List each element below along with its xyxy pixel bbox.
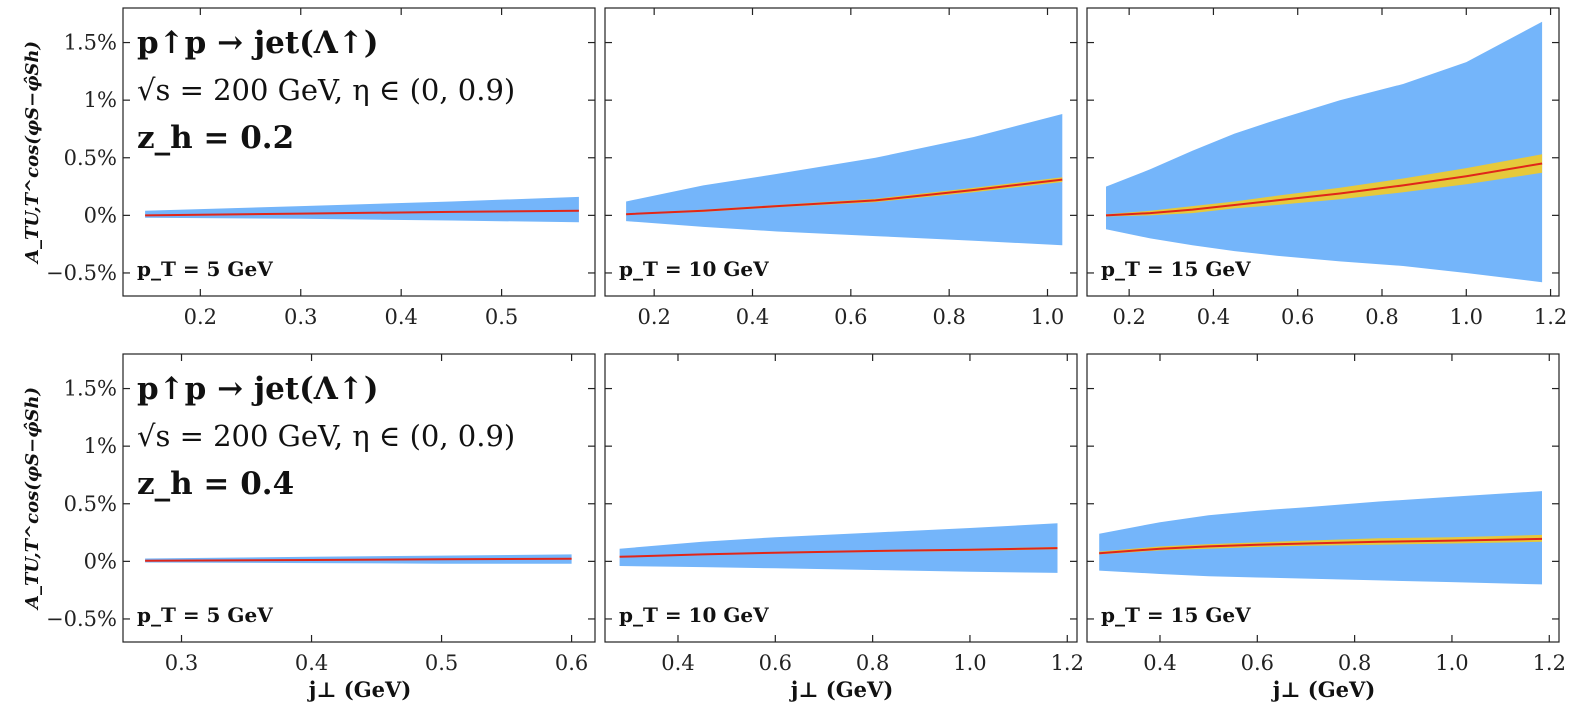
y-axis-label-top: A_TU,T^cos(φS−φ̂Sh) [22,41,43,265]
panel-1: 0.2 0.4 0.6 0.8 1.0 p_T = 10 GeV [604,7,1078,329]
zh-label-bottom: z_h = 0.4 [137,466,294,502]
pt-label: p_T = 10 GeV [619,603,769,627]
y-axis-label-bottom: A_TU,T^cos(φS−φ̂Sh) [22,387,43,611]
y-tick-label: 0% [84,549,117,573]
outer-band [1106,21,1543,283]
x-tick-label: 0.4 [384,305,417,329]
x-tick-label: 1.2 [1534,305,1567,329]
axes-frame [604,353,1078,643]
central-line [145,209,579,217]
y-tick-label: 1.5% [64,377,117,401]
x-tick-label: 0.6 [834,305,867,329]
central-line [619,547,1058,558]
panel-3: −0.5% 0% 0.5% 1% 1.5% 0.3 0.4 0.5 0.6 p_T = 5 GeV [46,353,596,675]
x-tick-label: 0.3 [284,305,317,329]
x-tick-label: 0.8 [932,305,965,329]
x-tick-label: 0.6 [1281,305,1314,329]
x-tick-label: 0.5 [425,651,458,675]
axes-frame [122,353,596,643]
axes-frame [1086,353,1560,643]
pt-label: p_T = 10 GeV [619,257,769,281]
process-label-top: p↑p → jet(Λ↑) [137,25,379,61]
x-tick-label: 1.0 [1450,305,1483,329]
central-line [1099,537,1543,555]
outer-band [626,114,1063,246]
pt-label: p_T = 15 GeV [1101,257,1251,281]
x-tick-label: 0.6 [1241,651,1274,675]
x-tick-label: 1.2 [1051,651,1084,675]
pt-label: p_T = 5 GeV [137,257,273,281]
outer-band [619,523,1058,573]
y-tick-label: −0.5% [46,607,117,631]
x-tick-label: 0.4 [736,305,769,329]
x-tick-label: 0.8 [1338,651,1371,675]
x-tick-label: 0.4 [661,651,694,675]
x-tick-label: 0.6 [759,651,792,675]
x-tick-label: 1.0 [1031,305,1064,329]
y-tick-label: 0.5% [64,492,117,516]
x-tick-label: 0.8 [1365,305,1398,329]
outer-band [1099,491,1542,585]
x-tick-label: 1.2 [1533,651,1566,675]
panel-0: −0.5% 0% 0.5% 1% 1.5% 0.2 0.3 0.4 0.5 p_T = 5 GeV [46,7,596,329]
x-tick-label: 0.4 [295,651,328,675]
outer-band [145,196,579,223]
x-tick-label: 0.2 [1112,305,1145,329]
y-tick-label: 1.5% [64,31,117,55]
inner-band [1099,534,1542,555]
kinematics-label-bottom: √s = 200 GeV, η ∈ (0, 0.9) [137,419,515,453]
x-tick-label: 0.2 [184,305,217,329]
x-tick-label: 1.0 [1435,651,1468,675]
x-tick-label: 0.5 [485,305,518,329]
axes-frame [1086,7,1560,297]
central-line [145,557,572,562]
pt-label: p_T = 15 GeV [1101,603,1251,627]
inner-band [1106,154,1543,217]
axes-frame [122,7,596,297]
panels-layer: −0.5% 0% 0.5% 1% 1.5% 0.2 0.3 0.4 0.5 p_T = 5 GeV… [46,7,1567,675]
y-tick-label: 1% [84,88,117,112]
zh-label-top: z_h = 0.2 [137,120,294,156]
x-tick-label: 0.4 [1143,651,1176,675]
process-label-bottom: p↑p → jet(Λ↑) [137,371,379,407]
y-tick-label: 0.5% [64,146,117,170]
x-axis-label-left: j⊥ (GeV) [307,677,412,702]
x-axis-label-middle: j⊥ (GeV) [789,677,894,702]
y-tick-label: −0.5% [46,261,117,285]
panel-2: 0.2 0.4 0.6 0.8 1.0 1.2 p_T = 15 GeV [1086,7,1567,329]
x-tick-label: 0.2 [637,305,670,329]
pt-label: p_T = 5 GeV [137,603,273,627]
y-tick-label: 1% [84,434,117,458]
y-tick-label: 0% [84,203,117,227]
x-tick-label: 1.0 [953,651,986,675]
panel-4: 0.4 0.6 0.8 1.0 1.2 p_T = 10 GeV [604,353,1084,675]
x-axis-label-right: j⊥ (GeV) [1271,677,1376,702]
x-tick-label: 0.6 [555,651,588,675]
panel-5: 0.4 0.6 0.8 1.0 1.2 p_T = 15 GeV [1086,353,1566,675]
x-tick-label: 0.4 [1197,305,1230,329]
axes-frame [604,7,1078,297]
x-tick-label: 0.3 [165,651,198,675]
central-line [626,178,1063,216]
x-tick-label: 0.8 [856,651,889,675]
kinematics-label-top: √s = 200 GeV, η ∈ (0, 0.9) [137,73,515,107]
central-line [1105,162,1543,217]
